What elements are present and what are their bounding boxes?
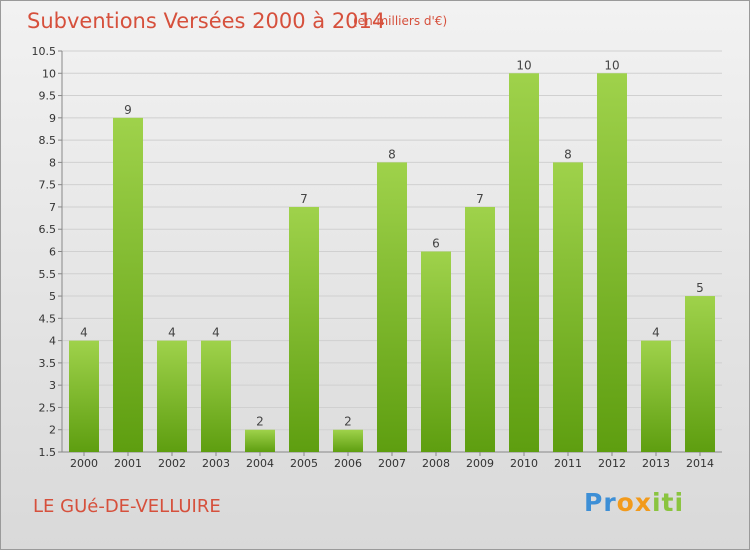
bar-2009 <box>465 206 495 452</box>
bar-2000 <box>69 340 99 452</box>
y-tick-label: 1.5 <box>39 446 57 459</box>
bar-2004 <box>245 429 275 452</box>
y-tick-label: 8 <box>49 156 56 169</box>
y-tick-label: 4.5 <box>39 312 57 325</box>
data-label-2011: 8 <box>564 147 572 161</box>
x-tick-label-2008: 2008 <box>422 457 450 470</box>
y-tick-label: 8.5 <box>39 134 57 147</box>
bars <box>69 73 715 453</box>
x-tick-label-2005: 2005 <box>290 457 318 470</box>
x-tick-label-2006: 2006 <box>334 457 362 470</box>
bar-2003 <box>201 340 231 452</box>
data-label-2007: 8 <box>388 147 396 161</box>
bar-2013 <box>641 340 671 452</box>
data-label-2000: 4 <box>80 326 88 340</box>
bar-2002 <box>157 340 187 452</box>
bar-2001 <box>113 117 143 452</box>
bar-2012 <box>597 73 627 453</box>
data-label-2006: 2 <box>344 415 352 429</box>
bar-2005 <box>289 206 319 452</box>
chart-title: Subventions Versées 2000 à 2014 <box>27 9 386 33</box>
x-tick-label-2013: 2013 <box>642 457 670 470</box>
bar-2006 <box>333 429 363 452</box>
data-label-2001: 9 <box>124 103 132 117</box>
y-tick-label: 6.5 <box>39 223 57 236</box>
x-tick-label-2007: 2007 <box>378 457 406 470</box>
x-tick-label-2004: 2004 <box>246 457 274 470</box>
chart-subtitle: (en milliers d'€) <box>353 14 448 28</box>
bar-2014 <box>685 296 715 452</box>
y-tick-label: 4 <box>49 335 56 348</box>
x-axis-ticks: 2000 2001 2002 2003 2004 2005 2006 2007 2008 2009… <box>70 457 714 470</box>
y-tick-label: 10 <box>42 67 56 80</box>
x-tick-label-2010: 2010 <box>510 457 538 470</box>
y-tick-label: 7.5 <box>39 179 57 192</box>
data-label-2013: 4 <box>652 326 660 340</box>
data-label-2003: 4 <box>212 326 220 340</box>
x-tick-label-2014: 2014 <box>686 457 714 470</box>
y-tick-label: 5.5 <box>39 268 57 281</box>
y-tick-label: 5 <box>49 290 56 303</box>
bar-2008 <box>421 251 451 452</box>
x-tick-label-2003: 2003 <box>202 457 230 470</box>
y-tick-label: 7 <box>49 201 56 214</box>
data-label-2009: 7 <box>476 192 484 206</box>
bar-2011 <box>553 162 583 452</box>
bar-2007 <box>377 162 407 452</box>
data-labels: 4 9 4 4 2 7 2 8 6 7 10 8 10 4 5 <box>80 58 704 428</box>
y-tick-label: 2 <box>49 424 56 437</box>
x-tick-label-2011: 2011 <box>554 457 582 470</box>
data-label-2010: 10 <box>516 58 531 72</box>
y-tick-label: 9 <box>49 112 56 125</box>
x-tick-label-2002: 2002 <box>158 457 186 470</box>
y-tick-label: 6 <box>49 246 56 259</box>
x-tick-label-2001: 2001 <box>114 457 142 470</box>
y-tick-label: 9.5 <box>39 90 57 103</box>
data-label-2004: 2 <box>256 415 264 429</box>
data-label-2008: 6 <box>432 237 440 251</box>
bar-2010 <box>509 73 539 453</box>
x-tick-label-2000: 2000 <box>70 457 98 470</box>
y-tick-label: 10.5 <box>32 45 57 58</box>
y-axis-ticks: 1.5 2 2.5 3 3.5 4 4.5 5 5.5 6 6.5 7 7.5 8 8.5 9 9.5 10 10.… <box>32 45 57 459</box>
data-label-2012: 10 <box>604 58 619 72</box>
y-tick-label: 2.5 <box>39 401 57 414</box>
x-tick-label-2012: 2012 <box>598 457 626 470</box>
x-tick-label-2009: 2009 <box>466 457 494 470</box>
y-tick-label: 3.5 <box>39 357 57 370</box>
data-label-2014: 5 <box>696 281 704 295</box>
commune-name: LE GUé-DE-VELLUIRE <box>33 496 221 517</box>
data-label-2005: 7 <box>300 192 308 206</box>
proxiti-logo: Proxiti <box>584 488 685 517</box>
y-tick-label: 3 <box>49 379 56 392</box>
data-label-2002: 4 <box>168 326 176 340</box>
